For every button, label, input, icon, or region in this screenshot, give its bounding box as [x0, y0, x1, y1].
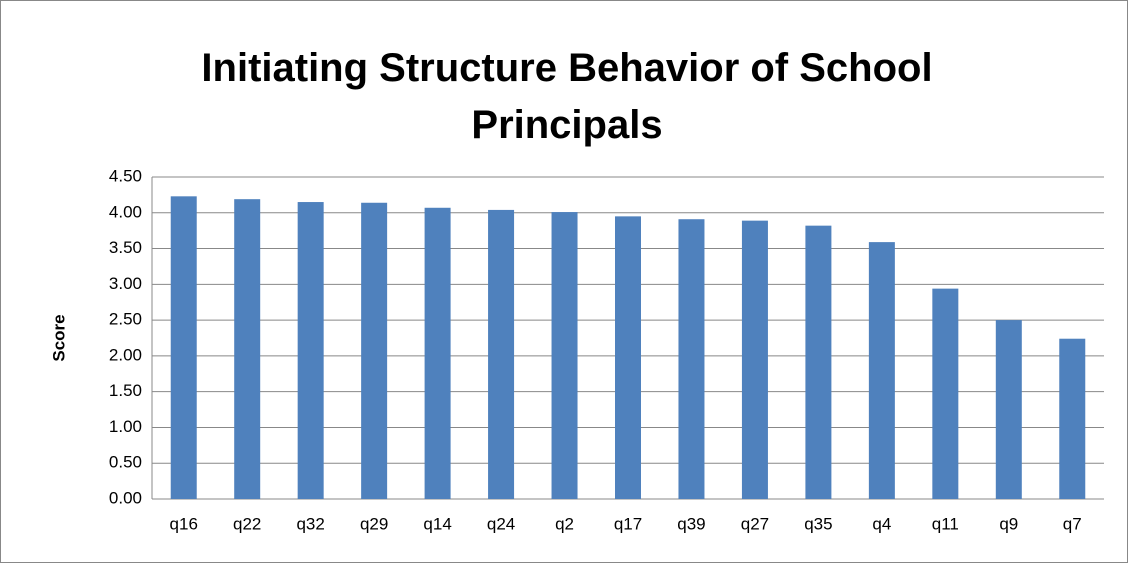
bar	[615, 216, 641, 499]
x-tick-label: q9	[999, 514, 1018, 533]
bar	[678, 219, 705, 499]
x-tick-label: q7	[1063, 514, 1082, 533]
bar	[551, 212, 578, 499]
y-tick-label: 3.50	[109, 238, 142, 257]
y-tick-label: 3.00	[109, 274, 142, 293]
y-tick-label: 1.00	[109, 417, 142, 436]
x-tick-label: q32	[296, 514, 324, 533]
bar	[868, 242, 895, 500]
x-tick-label: q16	[170, 514, 198, 533]
bar	[361, 202, 388, 499]
bar	[995, 320, 1022, 499]
bar	[805, 225, 832, 499]
bar	[234, 199, 261, 499]
x-tick-label: q39	[677, 514, 705, 533]
bar	[488, 209, 515, 499]
y-tick-label: 2.00	[109, 345, 142, 364]
x-tick-label: q35	[804, 514, 832, 533]
x-tick-label: q27	[741, 514, 769, 533]
x-tick-label: q22	[233, 514, 261, 533]
y-tick-label: 4.50	[109, 166, 142, 185]
x-tick-label: q24	[487, 514, 515, 533]
bar	[297, 202, 324, 500]
x-tick-label: q11	[932, 514, 959, 533]
y-tick-label: 2.50	[109, 310, 142, 329]
bar	[424, 207, 451, 499]
y-axis-label: Score	[49, 314, 68, 361]
bar	[741, 220, 768, 499]
x-tick-label: q4	[872, 514, 891, 533]
chart-title: Initiating Structure Behavior of School …	[201, 46, 933, 147]
y-tick-label: 0.50	[109, 453, 142, 472]
y-tick-label: 0.00	[109, 488, 142, 507]
y-tick-label: 1.50	[109, 381, 142, 400]
y-tick-label: 4.00	[109, 202, 142, 221]
x-tick-label: q14	[423, 514, 451, 533]
bar	[932, 288, 959, 499]
x-tick-label: q17	[614, 514, 642, 533]
x-tick-label: q29	[360, 514, 388, 533]
bar	[170, 196, 197, 499]
bar	[1059, 338, 1086, 499]
x-tick-label: q2	[555, 514, 574, 533]
